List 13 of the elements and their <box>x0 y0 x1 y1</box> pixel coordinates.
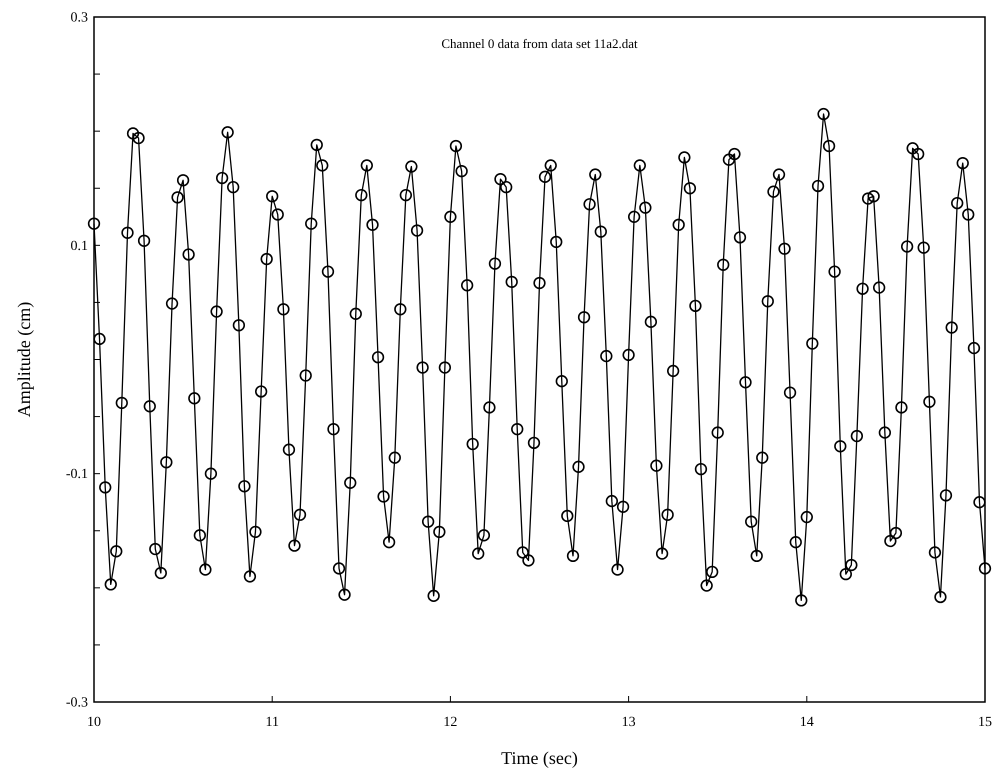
x-tick-label: 11 <box>265 714 279 730</box>
x-tick-label: 10 <box>87 714 101 730</box>
x-tick-label: 15 <box>978 714 992 730</box>
x-axis-title: Time (sec) <box>501 748 578 768</box>
y-axis-title: Amplitude (cm) <box>14 302 34 418</box>
x-tick-label: 12 <box>443 714 458 730</box>
text: Channel 0 data from data set 11a2.dat <box>441 36 638 51</box>
y-tick-label: -0.1 <box>66 467 88 482</box>
x-tick-label: 13 <box>622 714 636 730</box>
y-tick-label: 0.3 <box>70 10 88 26</box>
y-tick-label: 0.1 <box>70 238 88 254</box>
y-tick-label: -0.3 <box>66 695 88 710</box>
x-tick-label: 14 <box>800 714 814 730</box>
